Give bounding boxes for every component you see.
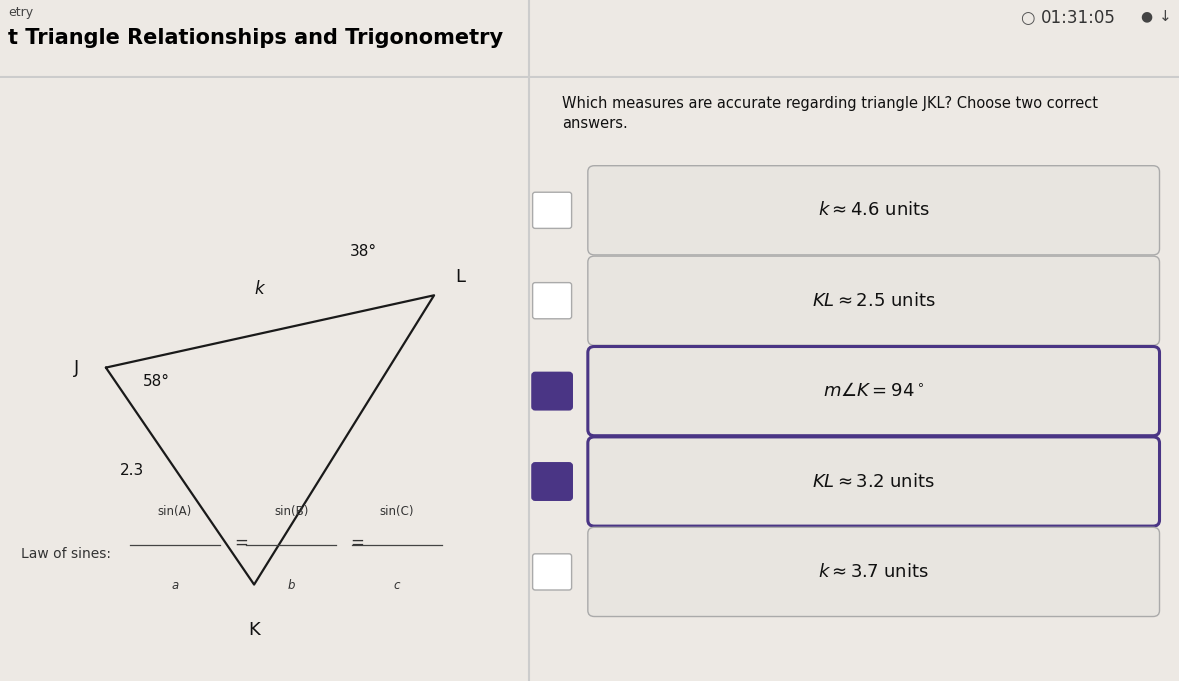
FancyBboxPatch shape: [533, 464, 572, 500]
Text: a: a: [171, 579, 178, 592]
Text: Which measures are accurate regarding triangle JKL? Choose two correct
answers.: Which measures are accurate regarding tr…: [562, 97, 1098, 131]
Text: K: K: [249, 621, 261, 639]
Text: L: L: [455, 268, 466, 286]
FancyBboxPatch shape: [588, 256, 1159, 345]
Text: k: k: [255, 281, 264, 298]
FancyBboxPatch shape: [533, 283, 572, 319]
Text: J: J: [74, 359, 79, 377]
Text: etry: etry: [8, 6, 33, 19]
Text: c: c: [394, 579, 401, 592]
Text: 01:31:05: 01:31:05: [1041, 10, 1117, 27]
Text: t Triangle Relationships and Trigonometry: t Triangle Relationships and Trigonometr…: [8, 28, 503, 48]
Text: sin(B): sin(B): [274, 505, 309, 518]
Text: =: =: [350, 533, 364, 552]
FancyBboxPatch shape: [533, 192, 572, 228]
FancyBboxPatch shape: [588, 347, 1159, 436]
Text: sin(C): sin(C): [380, 505, 414, 518]
FancyBboxPatch shape: [588, 165, 1159, 255]
FancyBboxPatch shape: [588, 527, 1159, 616]
Text: b: b: [288, 579, 295, 592]
Text: ○: ○: [1020, 10, 1034, 27]
FancyBboxPatch shape: [533, 373, 572, 409]
Text: $m\angle K = 94^\circ$: $m\angle K = 94^\circ$: [823, 382, 924, 400]
Text: $KL \approx 3.2$ units: $KL \approx 3.2$ units: [812, 473, 935, 490]
Text: ↓: ↓: [1159, 10, 1172, 25]
Text: $k \approx 4.6$ units: $k \approx 4.6$ units: [817, 202, 930, 219]
Text: Law of sines:: Law of sines:: [21, 548, 111, 561]
FancyBboxPatch shape: [588, 437, 1159, 526]
Text: sin(A): sin(A): [158, 505, 192, 518]
Text: =: =: [233, 533, 248, 552]
FancyBboxPatch shape: [533, 554, 572, 590]
Text: 2.3: 2.3: [120, 462, 145, 477]
Text: ●: ●: [1140, 10, 1152, 23]
Text: $KL \approx 2.5$ units: $KL \approx 2.5$ units: [812, 291, 935, 310]
Text: 38°: 38°: [349, 244, 376, 259]
Text: 58°: 58°: [143, 374, 170, 389]
Text: $k \approx 3.7$ units: $k \approx 3.7$ units: [818, 563, 929, 581]
